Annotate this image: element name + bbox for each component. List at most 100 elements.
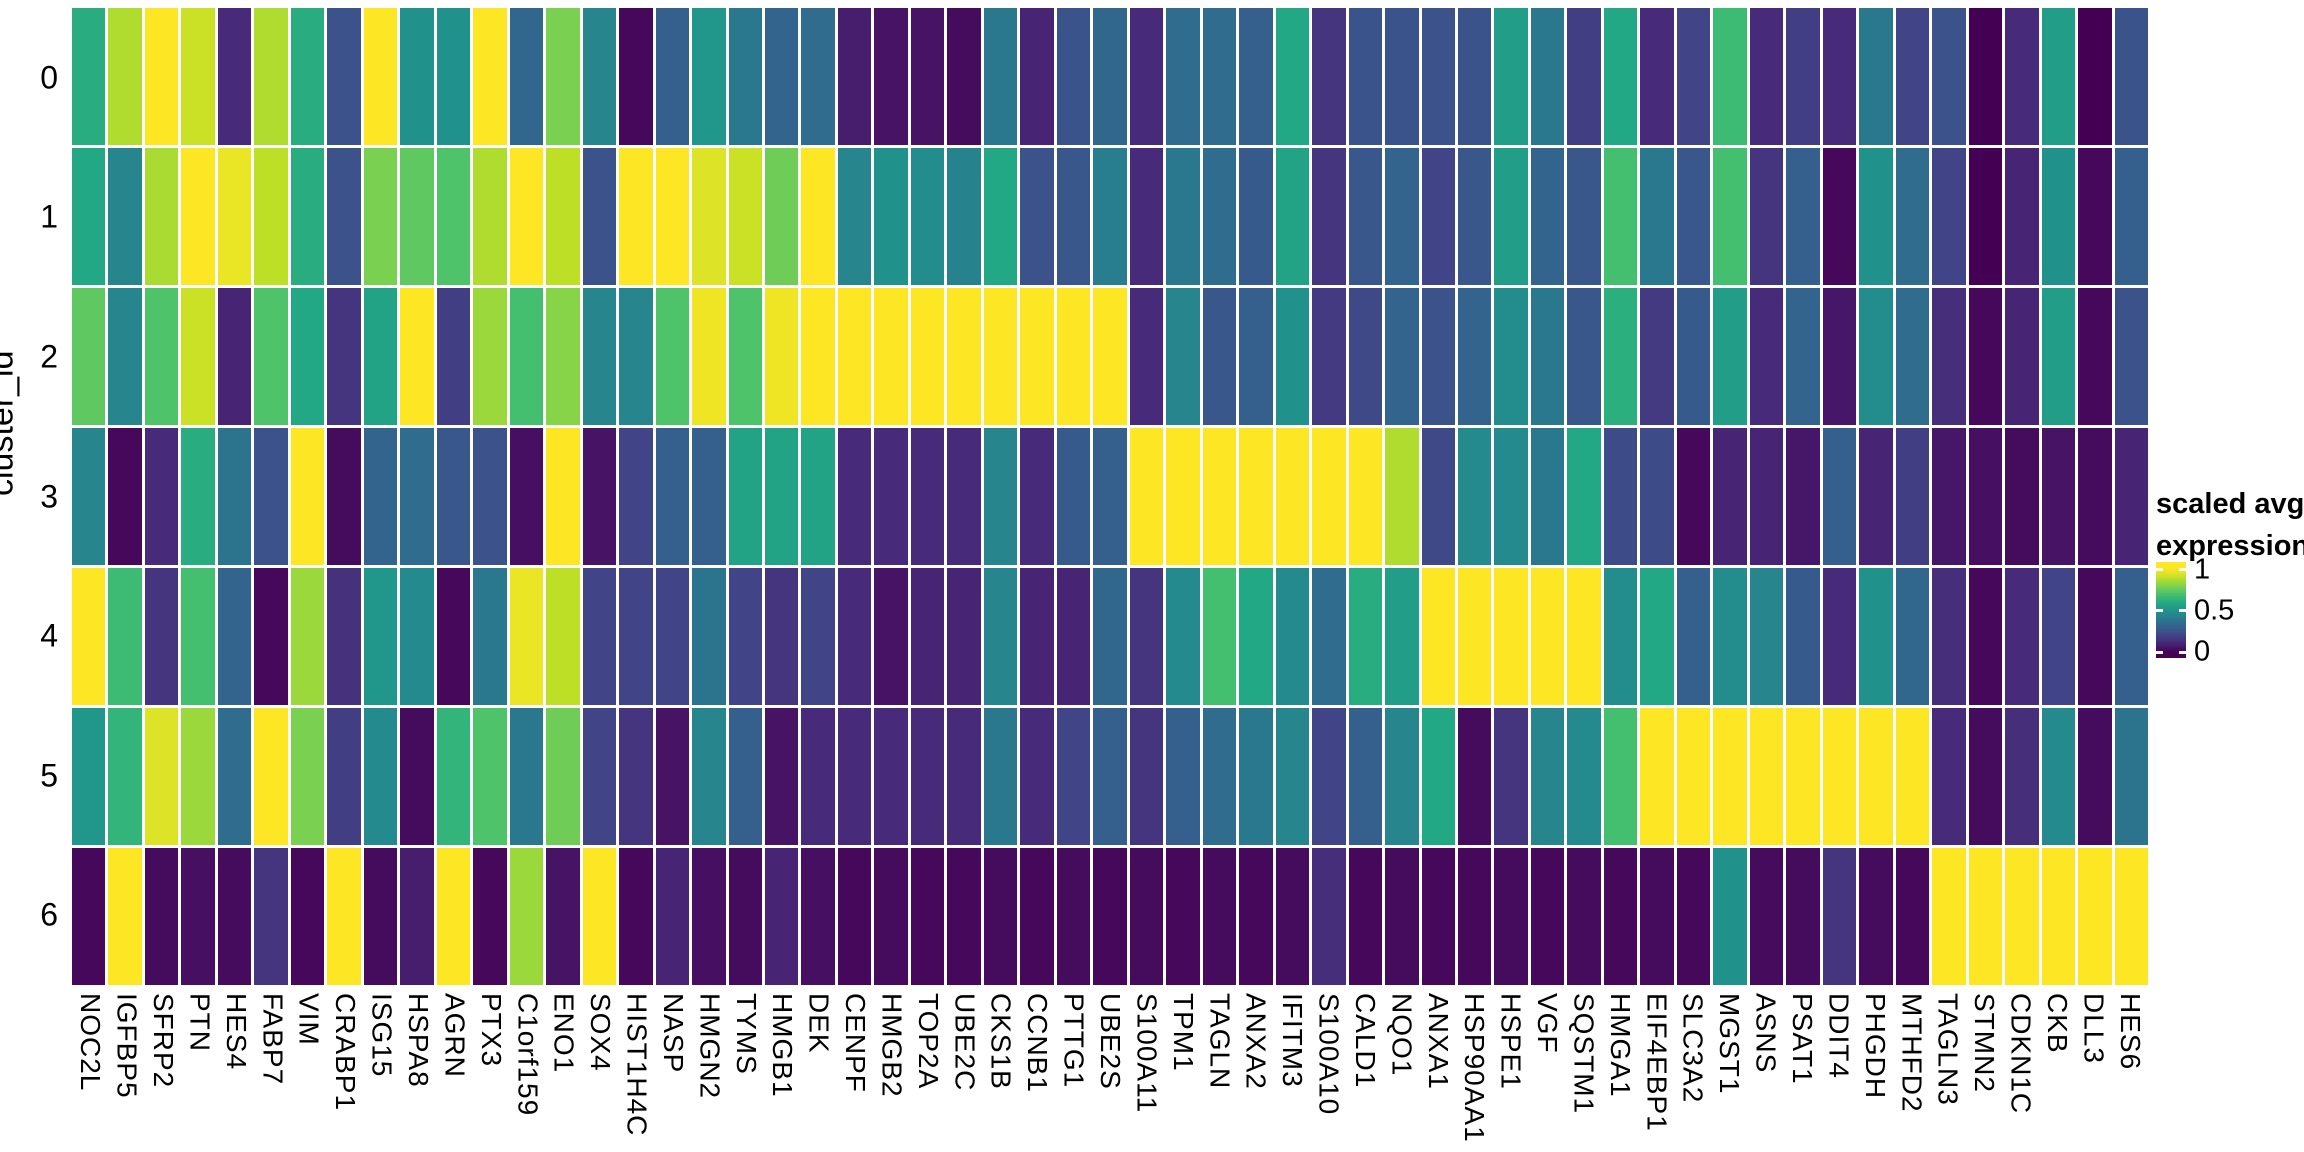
heatmap-cell <box>2005 708 2039 845</box>
heatmap-cell <box>1895 8 1930 145</box>
heatmap-cell <box>801 848 835 985</box>
heatmap-cell <box>1457 148 1492 285</box>
gene-label: CKB <box>2041 993 2073 1054</box>
heatmap-cell <box>1603 8 1638 145</box>
heatmap-cell <box>1822 848 1857 985</box>
heatmap-cell <box>1457 568 1492 705</box>
heatmap-cell <box>181 8 215 145</box>
heatmap-cell <box>1020 8 1054 145</box>
heatmap-cell <box>874 288 908 425</box>
heatmap-cell <box>1749 848 1784 985</box>
heatmap-cell <box>144 848 179 985</box>
heatmap-cell <box>1713 848 1747 985</box>
heatmap-cell <box>1239 8 1273 145</box>
heatmap-cell <box>144 288 179 425</box>
heatmap-cell <box>1348 288 1383 425</box>
heatmap-cell <box>1385 148 1419 285</box>
gene-label: STMN2 <box>1969 993 2001 1093</box>
heatmap-cell <box>1749 708 1784 845</box>
heatmap-cell <box>1239 568 1273 705</box>
heatmap-cell <box>1093 428 1127 565</box>
heatmap-cell <box>1530 148 1565 285</box>
heatmap-cell <box>1713 708 1747 845</box>
heatmap-cell <box>108 568 142 705</box>
heatmap-cell <box>327 288 361 425</box>
heatmap-cell <box>1895 568 1930 705</box>
heatmap-cell <box>254 428 288 565</box>
heatmap-cell <box>473 708 507 845</box>
gene-label: S100A10 <box>1313 993 1345 1116</box>
gene-label: PHGDH <box>1859 993 1891 1100</box>
heatmap-cell <box>1749 148 1784 285</box>
gene-label: AGRN <box>439 993 471 1078</box>
heatmap-cell <box>1275 148 1310 285</box>
heatmap-cell <box>1457 288 1492 425</box>
cluster-label: 3 <box>40 478 58 514</box>
gene-label: CRABP1 <box>330 993 362 1112</box>
heatmap-cell <box>1567 708 1601 845</box>
heatmap-cell <box>1786 848 1820 985</box>
heatmap-cell <box>2041 568 2076 705</box>
heatmap-cell <box>1093 148 1127 285</box>
heatmap-cell <box>947 848 981 985</box>
heatmap-cell <box>983 8 1018 145</box>
heatmap-cell <box>1713 8 1747 145</box>
heatmap-cell <box>1968 428 2003 565</box>
heatmap-cell <box>947 288 981 425</box>
heatmap-cell <box>655 848 690 985</box>
heatmap-cell <box>910 148 945 285</box>
gene-label: PTN <box>184 993 216 1052</box>
gene-label: CALD1 <box>1349 993 1381 1089</box>
heatmap-cell <box>1166 708 1200 845</box>
heatmap-cell <box>1202 148 1237 285</box>
colorbar-tick-label: 1 <box>2194 553 2211 586</box>
heatmap-cell <box>436 148 471 285</box>
heatmap-cell <box>1348 8 1383 145</box>
heatmap-cell <box>619 708 653 845</box>
heatmap-cell <box>1166 288 1200 425</box>
heatmap-cell <box>72 288 106 425</box>
heatmap-cell <box>400 148 434 285</box>
heatmap-cell <box>1494 568 1528 705</box>
heatmap-cell <box>1457 428 1492 565</box>
heatmap-cell <box>1530 8 1565 145</box>
heatmap-cell <box>400 288 434 425</box>
gene-label: TYMS <box>730 993 762 1075</box>
heatmap-cell <box>1385 848 1419 985</box>
heatmap-cell <box>874 848 908 985</box>
heatmap-cell <box>874 708 908 845</box>
heatmap-cell <box>692 568 726 705</box>
heatmap-cell <box>546 148 580 285</box>
heatmap-cell <box>1676 148 1711 285</box>
gene-label: HSPA8 <box>403 993 434 1088</box>
colorbar-tick-mark <box>2179 609 2186 613</box>
heatmap-cell <box>1968 148 2003 285</box>
heatmap-cell <box>1275 288 1310 425</box>
heatmap-cell <box>1166 848 1200 985</box>
heatmap-cell <box>1640 8 1674 145</box>
heatmap-cell <box>1129 8 1164 145</box>
heatmap-cell <box>1676 288 1711 425</box>
heatmap-cell <box>1749 288 1784 425</box>
heatmap-cell <box>1968 288 2003 425</box>
heatmap-cell <box>1567 848 1601 985</box>
heatmap-cell <box>1530 288 1565 425</box>
heatmap-cell <box>910 568 945 705</box>
heatmap-cell <box>619 148 653 285</box>
heatmap-cell <box>1348 148 1383 285</box>
heatmap-cell <box>1093 708 1127 845</box>
heatmap-cell <box>327 148 361 285</box>
gene-label: SQSTM1 <box>1568 993 1600 1115</box>
heatmap-cell <box>327 848 361 985</box>
heatmap-cell <box>1932 288 1966 425</box>
heatmap-cell <box>1093 8 1127 145</box>
heatmap-cell <box>801 708 835 845</box>
heatmap-cell <box>1421 848 1455 985</box>
heatmap-cell <box>217 288 252 425</box>
heatmap-cell <box>1494 148 1528 285</box>
gene-label: DEK <box>803 993 835 1054</box>
heatmap-cell <box>1713 568 1747 705</box>
heatmap-cell <box>509 288 544 425</box>
heatmap-cell <box>1202 848 1237 985</box>
heatmap-cell <box>837 708 872 845</box>
